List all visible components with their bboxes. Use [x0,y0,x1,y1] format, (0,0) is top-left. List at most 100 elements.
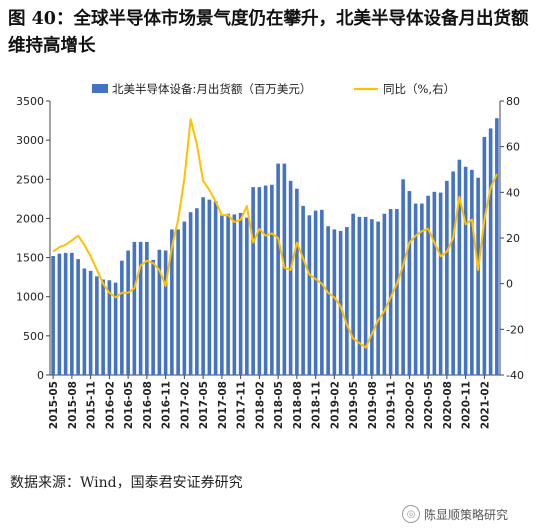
x-tick-label: 2019-11 [386,381,398,429]
x-tick-label: 2018-08 [292,381,304,429]
bar [257,187,262,375]
bar [482,137,487,375]
x-tick-label: 2020-08 [442,381,454,429]
bar-series [51,118,499,375]
x-tick-label: 2017-08 [217,381,229,429]
bar [132,241,137,375]
x-tick-label: 2019-02 [329,381,341,429]
bar [82,268,87,375]
bar [357,216,362,375]
bar [301,205,305,375]
figure-title: 图 40：全球半导体市场景气度仍在攀升，北美半导体设备月出货额维持高增长 [8,9,529,56]
bar [457,159,462,375]
bar [426,195,430,375]
legend-bar-label: 北美半导体设备:月出货额（百万美元） [112,82,311,96]
wechat-icon: ◎ [402,505,420,523]
right-tick-label: 60 [506,141,520,154]
bar [95,276,99,375]
x-tick-label: 2018-11 [311,381,323,429]
bar [495,118,499,375]
bar [376,221,380,375]
wechat-watermark: ◎ 陈显顺策略研究 [402,505,508,523]
right-tick-label: 80 [506,95,520,108]
x-tick-label: 2017-05 [198,381,210,429]
bar [370,219,374,375]
bar [413,203,418,375]
x-tick-label: 2020-02 [404,381,416,429]
bar [388,209,393,375]
x-tick-label: 2018-02 [254,381,266,429]
legend-line-label: 同比（%,右） [383,82,455,96]
bar [220,215,224,375]
bar [138,241,143,375]
left-tick-label: 2000 [16,212,44,225]
bar [395,209,399,375]
bar [107,280,112,375]
bar [201,197,205,375]
bar [245,217,249,375]
bar [232,214,237,375]
x-tick-label: 2021-02 [479,381,491,429]
bar [57,253,62,375]
bar [195,208,199,375]
bar [226,213,230,375]
bar [263,185,268,375]
bar-line-chart: 北美半导体设备:月出货额（百万美元） 同比（%,右） 0 500 1000 1500 2… [16,82,524,429]
left-tick-label: 500 [23,330,44,343]
bar [88,270,93,375]
data-source-note: 数据来源：Wind，国泰君安证券研究 [10,475,243,491]
bar [163,250,168,375]
bar [288,180,293,375]
bar [332,229,337,375]
bar [351,213,355,375]
x-tick-label: 2015-08 [67,381,79,429]
bar [382,213,387,375]
bar [170,229,174,375]
bar [113,282,118,375]
bar [451,171,455,375]
legend-bar-swatch [92,84,108,93]
bar [313,210,318,375]
x-tick-label: 2020-05 [423,381,435,429]
right-tick-label: -20 [506,323,524,336]
bar [363,216,368,375]
line-series [52,118,498,349]
bar [432,191,437,375]
bar [420,203,424,375]
bar [401,179,405,375]
left-tick-label: 1500 [16,252,44,265]
watermark-label: 陈显顺策略研究 [424,507,509,522]
bar [188,212,193,375]
bar [51,256,55,375]
bar [345,227,349,375]
chart-legend: 北美半导体设备:月出货额（百万美元） 同比（%,右） [92,82,455,96]
bar [101,279,105,375]
bar [276,163,280,375]
bar [70,252,74,375]
left-tick-label: 3000 [16,134,44,147]
x-tick-label: 2017-02 [179,381,191,429]
bar [157,249,162,375]
bar [407,191,412,375]
bar [338,230,343,375]
bar [176,229,180,375]
x-tick-label: 2016-11 [161,381,173,429]
bar [307,215,312,375]
bar [488,128,493,375]
x-tick-label: 2020-11 [461,381,473,429]
bar [182,221,187,375]
x-tick-label: 2019-08 [367,381,379,429]
bar [207,199,212,375]
bar [145,241,149,375]
bar [270,184,274,375]
bar [63,252,68,375]
x-tick-label: 2016-02 [104,381,116,429]
x-tick-label: 2016-08 [142,381,154,429]
bar [295,188,299,375]
bar [151,259,155,375]
bar [238,212,243,375]
left-tick-label: 1000 [16,291,44,304]
right-tick-label: 20 [506,232,520,245]
bar [251,187,255,375]
x-tick-label: 2015-11 [86,381,98,429]
